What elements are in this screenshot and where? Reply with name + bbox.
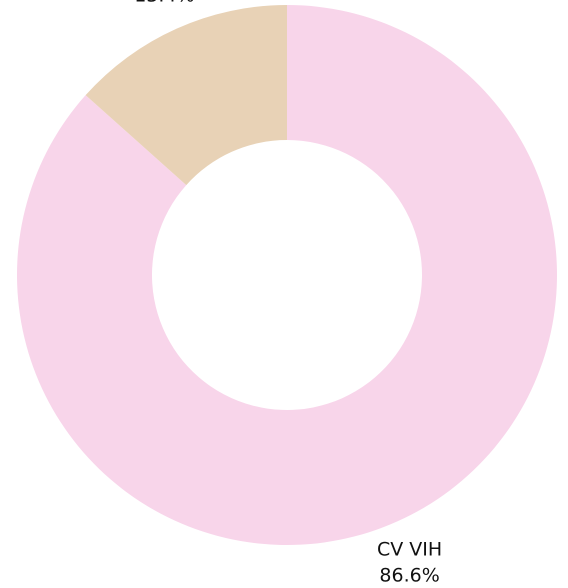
slice (16, 5, 558, 545)
slice (85, 4, 288, 186)
slice-name: CV VIH (377, 538, 442, 560)
slice-value: 13.4% (134, 0, 194, 7)
slice-value: 86.6% (379, 564, 439, 586)
